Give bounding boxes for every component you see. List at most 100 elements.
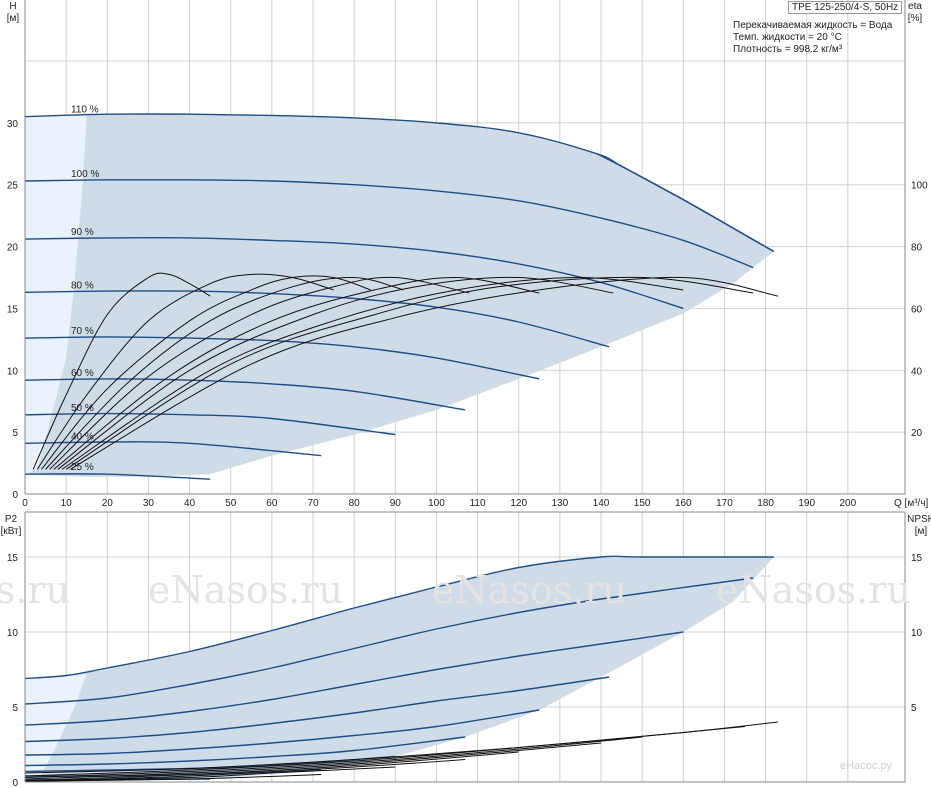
speed-label-5: 60 % <box>71 368 94 379</box>
y-tick-label: 20 <box>7 243 19 254</box>
npsh-curve-3 <box>24 742 602 780</box>
efficiency-curve-4 <box>49 276 470 470</box>
y-tick-label: 5 <box>12 703 18 714</box>
power-curve-1 <box>24 577 754 705</box>
speed-label-6: 50 % <box>71 403 94 414</box>
head-curve-6 <box>24 412 396 436</box>
speed-label-8: 25 % <box>71 462 94 473</box>
operating-envelope <box>25 114 774 477</box>
speed-label-3: 80 % <box>71 280 94 291</box>
x-tick-label: 120 <box>510 498 527 509</box>
temperature-note: Темп. жидкости = 20 °C <box>733 32 842 43</box>
efficiency-curve-5 <box>53 276 540 470</box>
watermark: eNasos.ru <box>0 568 70 612</box>
y2-axis-label: NPSH <box>907 514 931 525</box>
x-tick-label: 180 <box>757 498 774 509</box>
head-curve-8 <box>24 473 211 480</box>
x-tick-label: 200 <box>840 498 857 509</box>
npsh-curve-2 <box>24 736 643 778</box>
x-tick-label: 170 <box>716 498 733 509</box>
y2-tick-label: 5 <box>911 703 917 714</box>
y2-axis-unit: [м] <box>915 526 928 537</box>
x-tick-label: 140 <box>593 498 610 509</box>
speed-label-2: 90 % <box>71 227 94 238</box>
power-curve-4 <box>24 709 540 756</box>
density-note: Плотность = 998.2 кг/м³ <box>733 44 843 55</box>
npsh-curve-6 <box>24 766 396 782</box>
watermark: eNasos.ru <box>716 568 911 612</box>
y-tick-label: 15 <box>7 304 19 315</box>
y-tick-label: 10 <box>7 628 19 639</box>
y-axis-label: P2 <box>5 514 18 525</box>
y-axis-label: H <box>9 1 16 12</box>
head-curve-7 <box>24 441 322 457</box>
pump-model-title: TPE 125-250/4-S, 50Hz <box>788 1 903 14</box>
head-curve-4 <box>24 336 540 380</box>
efficiency-curve-7 <box>61 276 684 470</box>
x-tick-label: 70 <box>307 498 319 509</box>
x-tick-label: 190 <box>798 498 815 509</box>
y2-tick-label: 100 <box>911 181 928 192</box>
y2-tick-label: 60 <box>911 304 923 315</box>
efficiency-curve-9 <box>70 276 778 470</box>
power-curve-5 <box>24 736 466 767</box>
efficiency-curve-3 <box>45 276 404 470</box>
head-curve-edge <box>596 153 775 253</box>
y-tick-label: 15 <box>7 553 19 564</box>
speed-label-1: 100 % <box>71 169 99 180</box>
power-envelope <box>25 557 774 780</box>
power-curve-2 <box>24 631 684 726</box>
y2-tick-label: 15 <box>911 553 923 564</box>
x-tick-label: 110 <box>470 498 486 509</box>
npsh-curve-1 <box>24 726 746 777</box>
fluid-note: Перекачиваемая жидкость = Вода <box>733 20 893 31</box>
power-curve-0 <box>24 555 774 680</box>
head-curve-1 <box>24 178 754 269</box>
efficiency-curve-6 <box>57 276 614 470</box>
x-tick-label: 0 <box>22 498 28 509</box>
power-curve-3 <box>24 676 610 743</box>
x-tick-label: 30 <box>143 498 155 509</box>
x-tick-label: 40 <box>184 498 196 509</box>
head-efficiency-panel: 110 %100 %90 %80 %70 %60 %50 %40 %25 %0 1… <box>7 0 929 509</box>
x-tick-label: 90 <box>390 498 402 509</box>
y-tick-label: 0 <box>12 490 18 501</box>
efficiency-curve-2 <box>41 275 371 470</box>
head-curve-3 <box>24 290 610 348</box>
low-flow-region <box>25 114 87 475</box>
speed-label-4: 70 % <box>71 326 94 337</box>
x-tick-label: 60 <box>266 498 278 509</box>
y-tick-label: 10 <box>7 366 19 377</box>
corner-watermark: eНасос.ру <box>840 760 892 772</box>
y2-axis-label: eta <box>908 1 922 12</box>
npsh-curve-4 <box>24 751 519 781</box>
y2-tick-label: 80 <box>911 243 923 254</box>
x-tick-label: 80 <box>349 498 361 509</box>
y2-tick-label: 40 <box>911 366 923 377</box>
x-tick-label: 150 <box>634 498 651 509</box>
y-tick-label: 5 <box>12 428 18 439</box>
npsh-curve-7 <box>24 774 322 782</box>
y2-tick-label: 10 <box>911 628 923 639</box>
watermark: eNasos.ru <box>148 568 343 612</box>
y-axis-unit: [м] <box>7 13 20 24</box>
x-tick-label: 10 <box>61 498 73 509</box>
speed-label-0: 110 % <box>71 105 99 116</box>
x-axis-label: Q [м³/ч] <box>894 498 929 509</box>
efficiency-curve-8 <box>65 276 754 470</box>
x-tick-label: 130 <box>552 498 569 509</box>
head-curve-5 <box>24 378 466 411</box>
watermark: eNasos.ru <box>432 568 627 612</box>
y2-tick-label: 20 <box>911 428 923 439</box>
npsh-curve-5 <box>24 759 466 782</box>
x-tick-label: 50 <box>225 498 237 509</box>
y2-axis-unit: [%] <box>908 13 923 24</box>
power-npsh-panel: 0 5 10 15 5 10 15 P2[кВт] NPSH[м] <box>1 511 931 788</box>
y-tick-label: 25 <box>7 181 19 192</box>
y-axis-unit: [кВт] <box>1 526 22 537</box>
head-curve-2 <box>24 236 684 310</box>
y-tick-label: 0 <box>12 778 18 788</box>
x-tick-label: 160 <box>675 498 692 509</box>
y-tick-label: 30 <box>7 119 19 130</box>
